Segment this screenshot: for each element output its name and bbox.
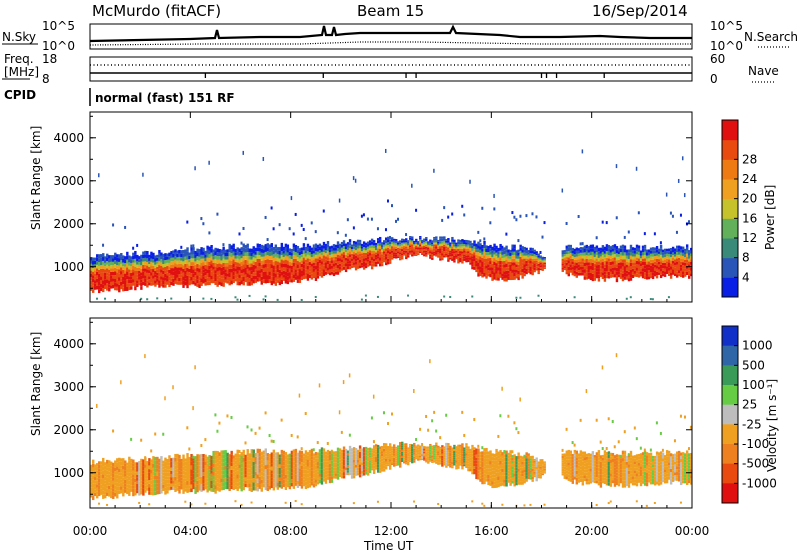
colorbar-segment xyxy=(722,483,738,504)
power-heatmap xyxy=(90,148,692,301)
ytick-label: 3000 xyxy=(53,380,84,394)
ytick-label: 4000 xyxy=(53,131,84,145)
xtick-label: 00:00 xyxy=(73,524,108,538)
xlabel: Time UT xyxy=(363,539,414,553)
colorbar-segment xyxy=(722,463,738,484)
nsky-trace xyxy=(89,24,692,43)
xtick-label: 12:00 xyxy=(374,524,409,538)
colorbar-segment xyxy=(722,198,738,219)
velocity-colorbar: 1000 500 100 25 -25 -100 -500 -1000 xyxy=(721,325,777,504)
station-title: McMurdo (fitACF) xyxy=(92,2,221,20)
xtick-label: 04:00 xyxy=(173,524,208,538)
colorbar-segment xyxy=(722,159,738,180)
xtick-label: 16:00 xyxy=(474,524,509,538)
xtick-label: 00:00 xyxy=(675,524,710,538)
colorbar-tick-label: 28 xyxy=(742,152,757,166)
colorbar-tick-label: -1000 xyxy=(742,476,777,490)
freq-tick-top: 18 xyxy=(42,52,57,66)
ytick-label: 3000 xyxy=(53,174,84,188)
colorbar-tick-label: -100 xyxy=(742,437,769,451)
cpid-label: CPID xyxy=(4,88,36,102)
date-title: 16/Sep/2014 xyxy=(592,2,688,20)
noise-left-tick-bottom: 10^0 xyxy=(42,39,75,53)
nave-tick-top: 60 xyxy=(710,52,725,66)
cpid-text: normal (fast) 151 RF xyxy=(95,91,235,105)
colorbar-segment xyxy=(722,238,738,259)
freq-tick-bottom: 8 xyxy=(42,72,50,86)
freq-spikes xyxy=(204,73,605,78)
noise-right-tick-top: 10^5 xyxy=(710,19,743,33)
nsky-label: N.Sky xyxy=(2,30,36,44)
colorbar-segment xyxy=(722,404,738,425)
ytick-label: 1000 xyxy=(53,260,84,274)
ytick-label: 2000 xyxy=(53,423,84,437)
nsearch-trace xyxy=(89,41,692,46)
colorbar-tick-label: 1000 xyxy=(742,339,773,353)
power-panel: 1000 2000 3000 4000 Slant Range [km] 4 8 12 16… xyxy=(29,111,777,303)
velocity-panel: 1000 2000 3000 4000 Slant Range [km] 1000 50… xyxy=(29,317,779,509)
ytick-label: 2000 xyxy=(53,217,84,231)
cpid-row: CPID normal (fast) 151 RF xyxy=(4,88,235,106)
colorbar-segment xyxy=(722,139,738,160)
power-axes: 1000 2000 3000 4000 xyxy=(53,112,693,302)
power-ylabel: Slant Range [km] xyxy=(29,126,43,230)
noise-left-tick-top: 10^5 xyxy=(42,19,75,33)
colorbar-tick-label: 25 xyxy=(742,398,757,412)
freq-unit: [MHz] xyxy=(4,65,39,79)
velocity-axes: 1000 2000 3000 4000 xyxy=(53,318,693,508)
colorbar-tick-label: 16 xyxy=(742,211,757,225)
colorbar-tick-label: 12 xyxy=(742,231,757,245)
colorbar-segment xyxy=(722,365,738,386)
colorbar-segment xyxy=(722,120,738,141)
colorbar-segment xyxy=(722,444,738,465)
colorbar-segment xyxy=(722,424,738,445)
freq-label: Freq. xyxy=(4,52,34,66)
colorbar-tick-label: 4 xyxy=(742,270,750,284)
colorbar-tick-label: 24 xyxy=(742,172,757,186)
colorbar-segment xyxy=(722,326,738,347)
xtick-label: 08:00 xyxy=(273,524,308,538)
freq-panel: Freq. [MHz] 18 8 60 0 Nave xyxy=(2,52,779,86)
colorbar-segment xyxy=(722,385,738,406)
colorbar-tick-label: 20 xyxy=(742,192,757,206)
colorbar-tick-label: -500 xyxy=(742,457,769,471)
noise-right-tick-bottom: 10^0 xyxy=(710,39,743,53)
colorbar-segment xyxy=(722,179,738,200)
ytick-label: 4000 xyxy=(53,337,84,351)
velocity-ylabel: Slant Range [km] xyxy=(29,332,43,436)
nsearch-label: N.Search xyxy=(744,30,798,44)
beam-title: Beam 15 xyxy=(357,2,424,20)
nave-label: Nave xyxy=(748,64,779,78)
colorbar-segment xyxy=(722,345,738,366)
nave-tick-bottom: 0 xyxy=(710,72,718,86)
colorbar-tick-label: 8 xyxy=(742,251,750,265)
power-colorbar-label: Power [dB] xyxy=(763,185,777,250)
colorbar-segment xyxy=(722,257,738,278)
velocity-colorbar-label: Velocity [m s⁻¹] xyxy=(765,379,779,472)
colorbar-segment xyxy=(722,277,738,298)
colorbar-tick-label: 500 xyxy=(742,358,765,372)
colorbar-segment xyxy=(722,218,738,239)
colorbar-tick-label: 100 xyxy=(742,378,765,392)
ytick-label: 1000 xyxy=(53,466,84,480)
power-colorbar: 4 8 12 16 20 24 28 xyxy=(721,119,757,298)
time-axis: 00:00 04:00 08:00 12:00 16:00 20:00 00:00 xyxy=(73,524,710,538)
noise-panel: N.Sky 10^5 10^0 10^5 10^0 N.Search xyxy=(2,19,798,53)
colorbar-tick-label: -25 xyxy=(742,417,762,431)
velocity-heatmap xyxy=(90,353,692,507)
xtick-label: 20:00 xyxy=(574,524,609,538)
